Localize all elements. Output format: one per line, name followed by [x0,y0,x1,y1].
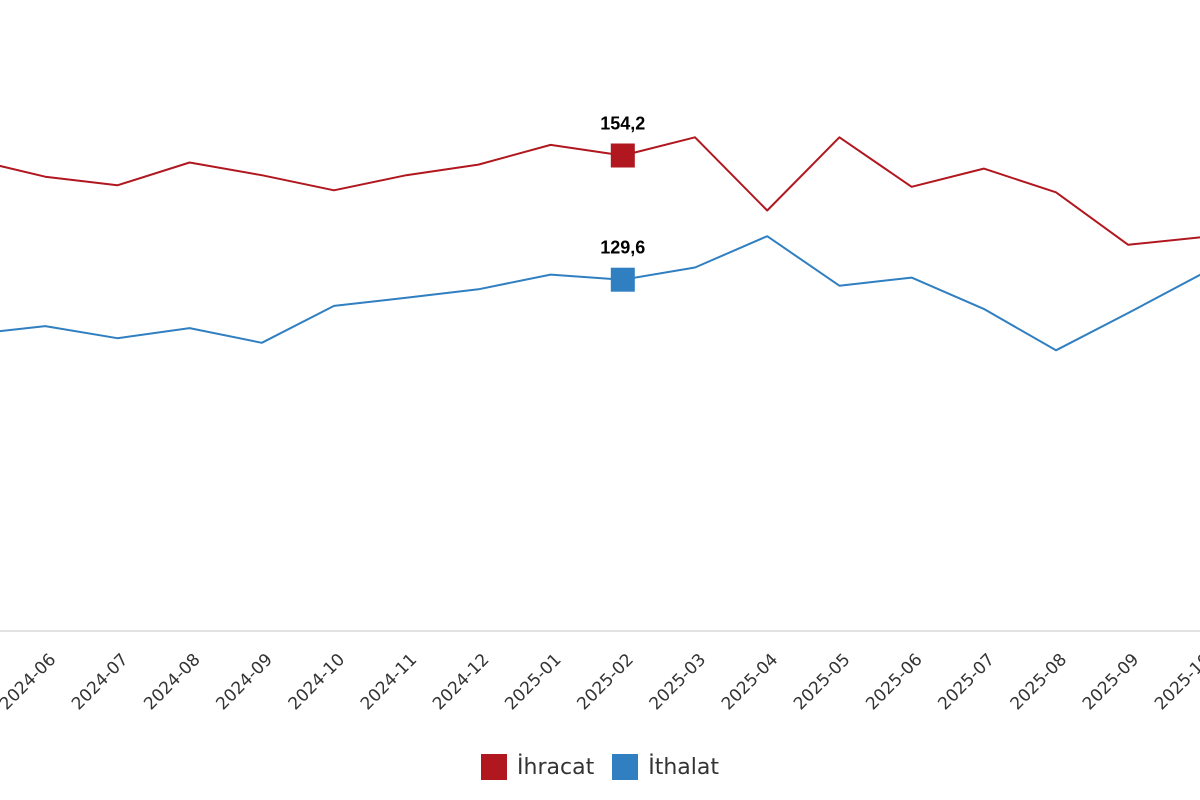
marker-layer: 154,2 129,6 [600,114,645,292]
legend-label-ithalat: İthalat [648,754,719,780]
x-tick-label: 2024-06 [0,650,60,714]
x-tick-label: 2024-11 [357,650,421,714]
series-line-1 [0,235,1200,352]
x-tick-label: 2025-04 [718,650,782,714]
x-tick-label: 2024-12 [429,650,493,714]
legend: İhracat İthalat [0,750,1200,784]
series-line-0 [0,136,1200,246]
x-tick-label: 2025-08 [1007,650,1071,714]
x-tick-label: 2025-06 [862,650,926,714]
x-tick-layer: 2024-06 2024-07 2024-08 2024-09 2024-10 2024-… [0,650,1200,714]
x-tick-label: 2024-07 [68,650,132,714]
x-tick-label: 2025-07 [934,650,998,714]
legend-item-ihracat[interactable]: İhracat [481,754,594,780]
legend-swatch-ihracat [481,754,508,780]
x-tick-label: 2025-01 [501,650,565,714]
series-layer [0,136,1200,352]
x-tick-label: 2024-10 [285,650,349,714]
highlight-marker-1[interactable] [610,267,635,292]
x-tick-label: 2024-09 [212,650,276,714]
x-tick-label: 2025-02 [573,650,637,714]
legend-swatch-ithalat [612,754,639,780]
x-tick-label: 2025-09 [1079,650,1143,714]
legend-item-ithalat[interactable]: İthalat [612,754,719,780]
x-tick-label: 2025-05 [790,650,854,714]
legend-label-ihracat: İhracat [517,754,595,780]
data-label-1: 129,6 [600,238,645,258]
x-tick-label: 2025-10 [1151,650,1200,714]
data-label-0: 154,2 [600,114,645,134]
highlight-marker-0[interactable] [610,143,635,168]
x-tick-label: 2024-08 [140,650,204,714]
x-tick-label: 2025-03 [646,650,710,714]
